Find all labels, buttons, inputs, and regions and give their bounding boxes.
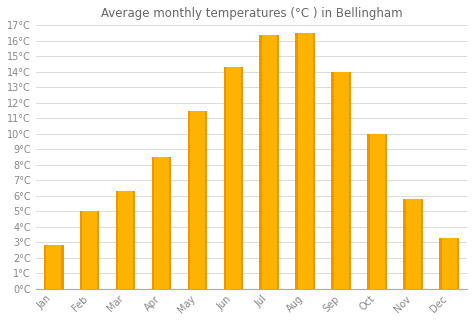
Bar bbox=[44, 245, 46, 289]
Bar bbox=[133, 191, 136, 289]
Bar bbox=[420, 199, 423, 289]
Bar bbox=[277, 34, 279, 289]
Bar bbox=[152, 157, 172, 289]
Bar bbox=[224, 67, 226, 289]
Bar bbox=[313, 33, 315, 289]
Bar bbox=[205, 110, 207, 289]
Bar bbox=[169, 157, 172, 289]
Bar bbox=[439, 238, 442, 289]
Bar bbox=[188, 110, 207, 289]
Bar bbox=[295, 33, 315, 289]
Bar bbox=[224, 67, 243, 289]
Bar bbox=[80, 211, 100, 289]
Bar bbox=[367, 134, 370, 289]
Bar bbox=[385, 134, 387, 289]
Bar bbox=[331, 72, 334, 289]
Bar bbox=[61, 245, 64, 289]
Bar bbox=[349, 72, 351, 289]
Bar bbox=[188, 110, 190, 289]
Bar bbox=[116, 191, 118, 289]
Bar bbox=[97, 211, 100, 289]
Bar bbox=[259, 34, 262, 289]
Bar bbox=[456, 238, 459, 289]
Bar bbox=[367, 134, 387, 289]
Bar bbox=[259, 34, 279, 289]
Title: Average monthly temperatures (°C ) in Bellingham: Average monthly temperatures (°C ) in Be… bbox=[100, 7, 402, 20]
Bar bbox=[44, 245, 64, 289]
Bar bbox=[152, 157, 154, 289]
Bar bbox=[331, 72, 351, 289]
Bar bbox=[403, 199, 423, 289]
Bar bbox=[295, 33, 298, 289]
Bar bbox=[403, 199, 406, 289]
Bar bbox=[80, 211, 82, 289]
Bar bbox=[439, 238, 459, 289]
Bar bbox=[241, 67, 243, 289]
Bar bbox=[116, 191, 136, 289]
